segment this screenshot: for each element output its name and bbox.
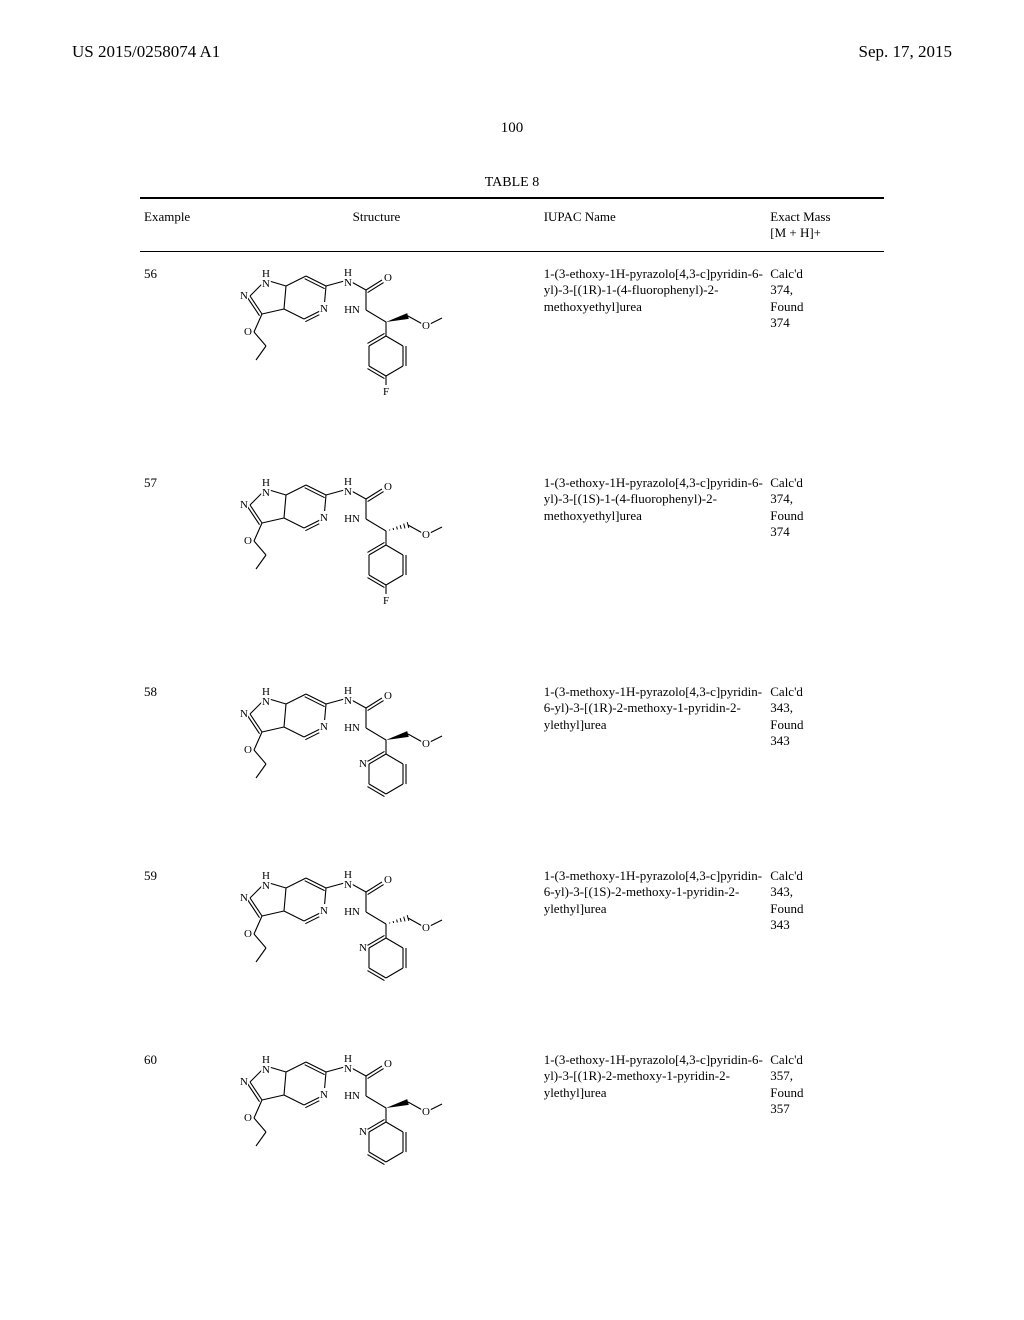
cell-exact-mass: Calc'd343,Found343 — [766, 684, 884, 749]
svg-text:N: N — [262, 696, 270, 708]
cell-structure: HNNNOHNOHNOF — [213, 266, 539, 461]
svg-text:O: O — [422, 738, 430, 750]
svg-text:N: N — [344, 695, 352, 707]
col-header-structure: Structure — [213, 209, 539, 241]
table-row: 59HNNNOHNOHNON1-(3-methoxy-1H-pyrazolo[4… — [140, 854, 884, 1038]
page-header: US 2015/0258074 A1 Sep. 17, 2015 — [0, 0, 1024, 62]
svg-text:O: O — [422, 529, 430, 541]
svg-text:N: N — [241, 708, 249, 720]
svg-text:HN: HN — [345, 304, 361, 316]
svg-text:N: N — [241, 1076, 249, 1088]
svg-text:O: O — [245, 326, 253, 338]
svg-text:N: N — [241, 892, 249, 904]
cell-iupac-name: 1-(3-methoxy-1H-pyrazolo[4,3-c]pyridin-6… — [540, 868, 767, 917]
cell-example: 59 — [140, 868, 213, 884]
table-row: 58HNNNOHNOHNON1-(3-methoxy-1H-pyrazolo[4… — [140, 670, 884, 854]
cell-example: 57 — [140, 475, 213, 491]
publication-number: US 2015/0258074 A1 — [72, 42, 220, 62]
svg-text:O: O — [245, 1112, 253, 1124]
table-title: TABLE 8 — [140, 175, 884, 191]
svg-text:N: N — [344, 277, 352, 289]
table-row: 56HNNNOHNOHNOF1-(3-ethoxy-1H-pyrazolo[4,… — [140, 252, 884, 461]
svg-text:N: N — [360, 1126, 368, 1138]
svg-text:O: O — [245, 928, 253, 940]
cell-example: 60 — [140, 1052, 213, 1068]
cell-exact-mass: Calc'd374,Found374 — [766, 266, 884, 331]
publication-date: Sep. 17, 2015 — [859, 42, 953, 62]
svg-text:N: N — [344, 1063, 352, 1075]
svg-text:N: N — [320, 1089, 328, 1101]
table-header-row: Example Structure IUPAC Name Exact Mass … — [140, 199, 884, 251]
svg-text:O: O — [422, 320, 430, 332]
col-header-mass: Exact Mass [M + H]+ — [766, 209, 884, 241]
svg-text:N: N — [360, 942, 368, 954]
svg-text:N: N — [360, 758, 368, 770]
table-row: 57HNNNOHNOHNOF1-(3-ethoxy-1H-pyrazolo[4,… — [140, 461, 884, 670]
svg-text:O: O — [384, 874, 392, 886]
cell-exact-mass: Calc'd343,Found343 — [766, 868, 884, 933]
svg-text:N: N — [262, 278, 270, 290]
cell-iupac-name: 1-(3-ethoxy-1H-pyrazolo[4,3-c]pyridin-6-… — [540, 1052, 767, 1101]
svg-text:HN: HN — [345, 722, 361, 734]
svg-text:HN: HN — [345, 1090, 361, 1102]
cell-iupac-name: 1-(3-methoxy-1H-pyrazolo[4,3-c]pyridin-6… — [540, 684, 767, 733]
cell-structure: HNNNOHNOHNON — [213, 868, 539, 1038]
svg-text:N: N — [344, 486, 352, 498]
svg-text:HN: HN — [345, 906, 361, 918]
svg-text:N: N — [320, 721, 328, 733]
cell-exact-mass: Calc'd374,Found374 — [766, 475, 884, 540]
table-8: TABLE 8 Example Structure IUPAC Name Exa… — [140, 175, 884, 1232]
svg-text:N: N — [262, 1064, 270, 1076]
svg-text:N: N — [262, 880, 270, 892]
svg-text:N: N — [241, 499, 249, 511]
cell-example: 58 — [140, 684, 213, 700]
svg-text:O: O — [422, 922, 430, 934]
svg-text:N: N — [344, 879, 352, 891]
svg-text:HN: HN — [345, 513, 361, 525]
col-header-name: IUPAC Name — [540, 209, 767, 241]
table-row: 60HNNNOHNOHNON1-(3-ethoxy-1H-pyrazolo[4,… — [140, 1038, 884, 1232]
cell-structure: HNNNOHNOHNOF — [213, 475, 539, 670]
svg-text:N: N — [320, 512, 328, 524]
cell-iupac-name: 1-(3-ethoxy-1H-pyrazolo[4,3-c]pyridin-6-… — [540, 475, 767, 524]
page-number: 100 — [0, 120, 1024, 137]
svg-text:F: F — [383, 595, 389, 607]
cell-structure: HNNNOHNOHNON — [213, 684, 539, 854]
cell-exact-mass: Calc'd357,Found357 — [766, 1052, 884, 1117]
col-header-example: Example — [140, 209, 213, 241]
svg-text:O: O — [384, 690, 392, 702]
svg-text:O: O — [384, 481, 392, 493]
svg-text:N: N — [320, 303, 328, 315]
svg-text:O: O — [384, 1058, 392, 1070]
svg-text:N: N — [320, 905, 328, 917]
cell-iupac-name: 1-(3-ethoxy-1H-pyrazolo[4,3-c]pyridin-6-… — [540, 266, 767, 315]
svg-text:O: O — [422, 1106, 430, 1118]
svg-text:N: N — [241, 290, 249, 302]
svg-text:O: O — [245, 535, 253, 547]
cell-example: 56 — [140, 266, 213, 282]
cell-structure: HNNNOHNOHNON — [213, 1052, 539, 1232]
svg-text:O: O — [384, 272, 392, 284]
svg-text:N: N — [262, 487, 270, 499]
svg-text:F: F — [383, 386, 389, 398]
svg-text:O: O — [245, 744, 253, 756]
